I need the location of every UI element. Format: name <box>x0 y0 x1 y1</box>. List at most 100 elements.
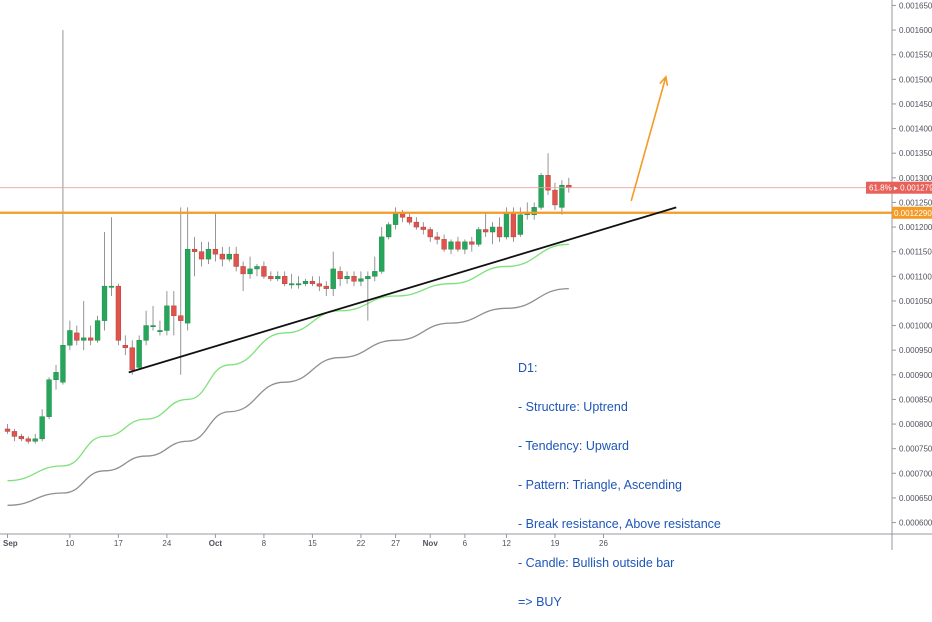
time-tick-label: Oct <box>209 539 223 548</box>
analysis-note: D1: - Structure: Uptrend - Tendency: Upw… <box>518 336 721 622</box>
bullish-candle <box>358 271 364 287</box>
bullish-candle <box>136 335 142 370</box>
candle-body <box>108 285 115 288</box>
candle-body <box>254 266 260 270</box>
note-line: - Structure: Uptrend <box>518 400 628 414</box>
moving-averages <box>7 243 569 506</box>
price-tick-label: 0.00125000 <box>899 198 932 207</box>
bullish-candle <box>39 409 45 442</box>
bearish-candle <box>309 276 316 287</box>
candle-body <box>406 216 413 223</box>
price-axis[interactable]: 0.00060000 0.00065000 0.00070000 0.00075000… <box>891 0 932 550</box>
bearish-candle <box>74 325 80 346</box>
price-tick-label: 0.00060000 <box>899 519 932 528</box>
bullish-candle <box>386 222 392 240</box>
candle-body <box>386 224 392 238</box>
candle-body <box>219 253 225 260</box>
bullish-candle <box>524 202 530 220</box>
fib-price-tag-label: 61.8% ▸ 0.00127992 <box>869 184 932 193</box>
candle-body <box>60 345 66 383</box>
price-tick-label: 0.00075000 <box>899 445 932 454</box>
bullish-candle <box>46 377 52 420</box>
candle-body <box>323 285 329 289</box>
bullish-candle <box>379 227 385 274</box>
time-tick-label: Nov <box>423 539 439 548</box>
candle-body <box>129 347 135 371</box>
candle-body <box>88 337 94 341</box>
bearish-candle <box>351 271 357 287</box>
bullish-candle <box>476 227 482 247</box>
time-tick-label: 15 <box>308 539 317 548</box>
candle-body <box>330 268 336 289</box>
bearish-candle <box>552 182 558 210</box>
bearish-candle <box>129 340 135 375</box>
bearish-candle <box>427 227 433 242</box>
candle-body <box>233 253 239 267</box>
bearish-candle <box>171 291 177 336</box>
bullish-candle <box>392 207 399 230</box>
candle-body <box>275 276 281 280</box>
candle-body <box>53 372 59 380</box>
bearish-candle <box>268 271 274 282</box>
candle-body <box>379 236 385 272</box>
candle-body <box>198 251 205 260</box>
price-chart[interactable]: 0.00060000 0.00065000 0.00070000 0.00075000… <box>0 0 932 550</box>
bullish-candle <box>489 222 496 245</box>
bullish-candle <box>94 315 101 343</box>
candle-body <box>365 276 371 280</box>
candle-body <box>496 226 503 238</box>
candle-body <box>240 266 246 275</box>
ema-slow-line <box>7 287 569 506</box>
note-line: - Candle: Bullish outside bar <box>518 556 675 570</box>
candle-body <box>178 315 184 321</box>
price-tick-label: 0.00165000 <box>899 1 932 10</box>
ema-fast-line <box>7 243 569 482</box>
price-tags: 61.8% ▸ 0.00127992 0.00122900 <box>866 181 932 219</box>
bearish-candle <box>469 236 475 252</box>
candle-body <box>247 268 253 275</box>
bullish-candle <box>101 231 108 331</box>
bearish-candle <box>178 207 184 375</box>
bearish-candle <box>212 212 219 262</box>
note-line: D1: <box>518 361 538 375</box>
candle-body <box>351 276 357 282</box>
candle-body <box>566 184 572 188</box>
bullish-candle <box>365 271 371 321</box>
price-tick-label: 0.00065000 <box>899 494 932 503</box>
candle-body <box>427 229 433 238</box>
candle-body <box>67 330 73 346</box>
ascending-trendline <box>128 206 677 374</box>
time-tick-label: 24 <box>162 539 171 548</box>
bearish-candle <box>323 281 329 297</box>
candle-body <box>413 221 420 228</box>
bullish-candle <box>462 239 468 255</box>
bearish-candle <box>399 209 406 223</box>
price-tick-label: 0.00095000 <box>899 346 932 355</box>
bearish-candle <box>420 222 426 235</box>
candle-body <box>282 276 288 284</box>
bearish-candle <box>233 246 239 272</box>
time-tick-label: 10 <box>65 539 74 548</box>
bullish-candle <box>372 256 378 282</box>
bullish-candle <box>81 300 87 351</box>
candle-body <box>337 271 343 280</box>
time-axis[interactable]: Sep 10 17 24 Oct 8 15 22 27 Nov 6 12 19 26 <box>0 533 932 548</box>
bullish-candle <box>185 207 191 331</box>
bearish-candle <box>25 436 31 444</box>
time-tick-label: 22 <box>356 539 365 548</box>
bearish-candle <box>483 212 489 237</box>
candle-body <box>150 325 156 328</box>
bullish-candle <box>32 433 38 444</box>
candle-body <box>94 320 101 341</box>
price-tick-label: 0.00110000 <box>899 272 932 281</box>
bearish-candle <box>4 424 11 434</box>
price-tick-label: 0.00155000 <box>899 51 932 60</box>
bullish-candle <box>275 271 281 282</box>
bearish-candle <box>455 236 461 252</box>
candle-body <box>136 340 142 368</box>
bearish-candle <box>198 241 205 267</box>
bullish-candle <box>531 202 537 220</box>
candle-body <box>32 438 38 442</box>
note-line: => BUY <box>518 595 562 609</box>
candle-body <box>226 253 232 260</box>
